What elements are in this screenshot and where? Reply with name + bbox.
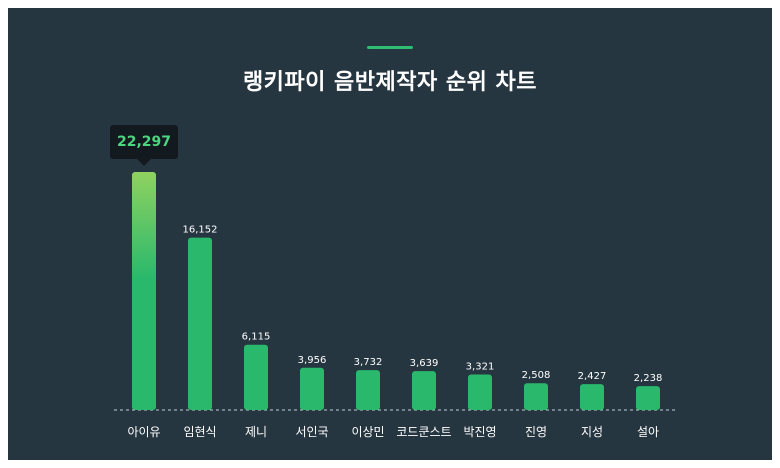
bar-설아	[636, 386, 660, 410]
value-label: 3,956	[298, 355, 327, 366]
category-label: 임현식	[183, 425, 216, 439]
bar-이상민	[356, 370, 380, 410]
accent-bar	[367, 46, 413, 49]
value-label: 3,732	[354, 357, 383, 368]
category-label: 진영	[525, 425, 547, 439]
category-label: 아이유	[127, 425, 160, 439]
tooltip-arrow	[137, 159, 151, 166]
category-label: 지성	[581, 425, 603, 439]
value-label: 2,427	[578, 371, 607, 382]
value-label: 2,238	[634, 373, 663, 384]
top-value-tooltip: 22,297	[110, 125, 178, 159]
bar-진영	[524, 383, 548, 410]
value-label: 2,508	[522, 370, 551, 381]
bar-chart: 16,152 6,115 3,956 3,732 3,639 3,321 2,508 2,42…	[114, 172, 675, 439]
bar-제니	[244, 344, 268, 410]
bar-서인국	[300, 367, 324, 410]
bar-임현식	[188, 237, 212, 410]
bar-지성	[580, 384, 604, 410]
category-label: 코드쿤스트	[396, 425, 451, 439]
category-label: 설아	[637, 425, 659, 439]
category-label: 서인국	[295, 425, 328, 439]
bar-박진영	[468, 374, 492, 410]
value-label: 16,152	[183, 225, 218, 236]
value-label: 3,639	[410, 358, 439, 369]
category-label: 제니	[245, 425, 267, 439]
value-label: 3,321	[466, 362, 495, 373]
bar-아이유	[132, 172, 156, 410]
chart-panel: 랭키파이 음반제작자 순위 차트 16,152 6,115 3,956 3,732 3,…	[8, 8, 772, 460]
category-label: 이상민	[351, 425, 384, 439]
value-label: 6,115	[242, 332, 271, 343]
bar-코드쿤스트	[412, 371, 436, 410]
category-label: 박진영	[463, 425, 496, 439]
chart-title: 랭키파이 음반제작자 순위 차트	[242, 70, 538, 95]
